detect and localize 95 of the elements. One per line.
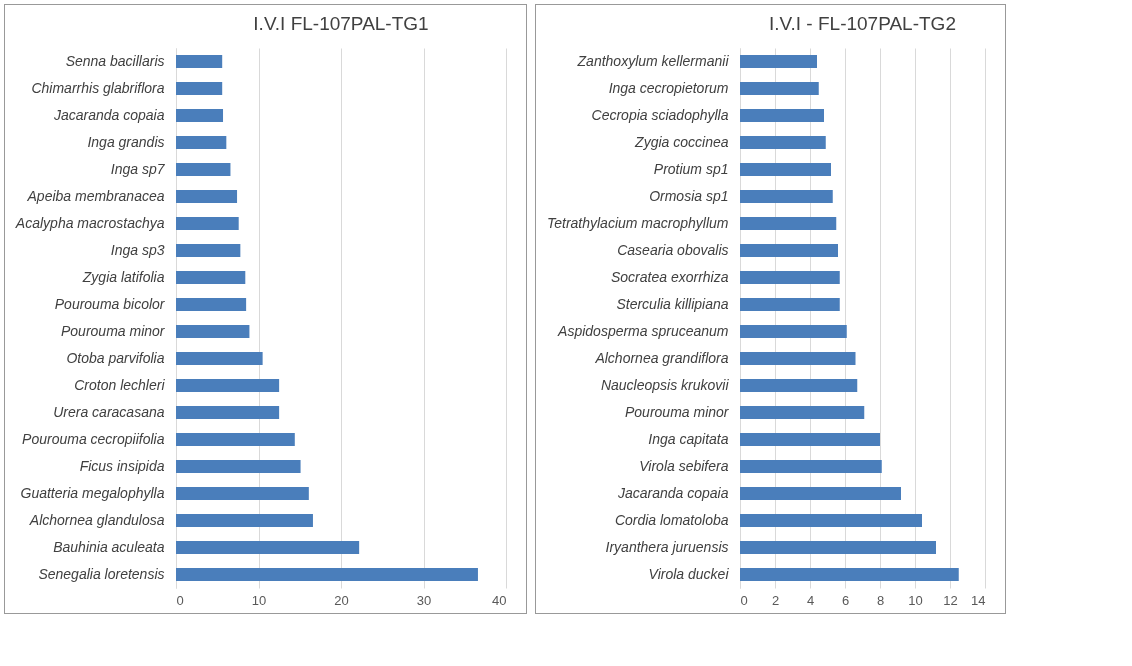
y-tick-label: Inga capitata — [648, 430, 729, 447]
x-tick-label: 40 — [492, 592, 507, 608]
bar — [740, 460, 882, 473]
y-tick-label: Inga cecropietorum — [608, 79, 729, 96]
bar — [740, 514, 922, 527]
bar — [740, 433, 880, 446]
y-tick-label: Virola duckei — [648, 565, 730, 582]
x-tick-label: 10 — [908, 592, 923, 608]
y-tick-label: Pourouma minor — [625, 403, 730, 420]
y-tick-label: Zygia coccinea — [634, 133, 729, 150]
bar — [740, 271, 840, 284]
bar — [176, 379, 280, 392]
y-tick-label: Naucleopsis krukovii — [600, 376, 730, 393]
chart-title: I.V.I - FL-107PAL-TG2 — [769, 13, 956, 34]
bar — [740, 406, 865, 419]
y-tick-label: Bauhinia aculeata — [53, 538, 165, 555]
y-tick-label: Zanthoxylum kellermanii — [576, 52, 730, 69]
y-tick-label: Aspidosperma spruceanum — [557, 322, 729, 339]
y-tick-label: Urera caracasana — [53, 403, 165, 420]
y-tick-label: Pourouma minor — [61, 322, 166, 339]
x-tick-label: 14 — [971, 592, 986, 608]
y-tick-label: Zygia latifolia — [81, 268, 165, 285]
x-tick-label: 10 — [251, 592, 267, 608]
y-tick-label: Inga sp7 — [110, 160, 166, 177]
bar — [176, 406, 280, 419]
bar — [176, 136, 227, 149]
y-tick-label: Chimarrhis glabriflora — [31, 79, 165, 96]
x-tick-label: 6 — [841, 592, 850, 608]
y-tick-label: Sterculia killipiana — [616, 295, 729, 312]
y-tick-label: Tetrathylacium macrophyllum — [546, 214, 729, 231]
y-tick-label: Inga grandis — [87, 133, 165, 150]
y-tick-label: Acalypha macrostachya — [14, 214, 165, 231]
y-tick-label: Senna bacillaris — [65, 52, 165, 69]
bar — [176, 352, 263, 365]
x-tick-label: 4 — [806, 592, 815, 608]
bar — [740, 82, 819, 95]
chart-title: I.V.I FL-107PAL-TG1 — [253, 13, 429, 34]
bar — [740, 568, 959, 581]
y-tick-label: Apeiba membranacea — [26, 187, 165, 204]
bar — [740, 352, 856, 365]
bar — [176, 298, 247, 311]
bar — [740, 298, 840, 311]
bar — [176, 541, 360, 554]
x-tick-label: 8 — [876, 592, 885, 608]
y-tick-label: Inga sp3 — [110, 241, 165, 258]
bar — [740, 541, 936, 554]
y-tick-label: Cecropia sciadophylla — [591, 106, 729, 123]
bar — [176, 271, 246, 284]
bar — [740, 244, 838, 257]
bar — [176, 487, 309, 500]
bar — [740, 55, 817, 68]
x-tick-label: 30 — [416, 592, 432, 608]
bar — [740, 163, 831, 176]
bar — [740, 217, 837, 230]
y-tick-label: Guatteria megalophylla — [20, 484, 165, 501]
bar — [176, 244, 241, 257]
y-tick-label: Socratea exorrhiza — [610, 268, 729, 285]
y-tick-label: Senegalia loretensis — [38, 565, 165, 582]
bar — [176, 568, 478, 581]
bar — [176, 190, 238, 203]
bar — [176, 55, 223, 68]
x-tick-label: 20 — [334, 592, 349, 608]
x-tick-label: 2 — [771, 592, 780, 608]
bar — [176, 109, 224, 122]
y-tick-label: Jacaranda copaia — [616, 484, 729, 501]
bar — [176, 163, 231, 176]
bar — [740, 136, 826, 149]
x-tick-label: 0 — [740, 592, 748, 608]
y-tick-label: Cordia lomatoloba — [614, 511, 729, 528]
x-tick-label: 0 — [176, 592, 184, 608]
bar — [740, 109, 824, 122]
y-tick-label: Alchornea grandiflora — [594, 349, 729, 366]
bar — [176, 217, 239, 230]
y-tick-label: Protium sp1 — [653, 160, 729, 177]
y-tick-label: Virola sebifera — [639, 457, 729, 474]
x-tick-label: 12 — [943, 592, 958, 608]
y-tick-label: Otoba parvifolia — [66, 349, 165, 366]
bar — [176, 460, 301, 473]
y-tick-label: Ficus insipida — [79, 457, 165, 474]
bar — [176, 433, 295, 446]
y-tick-label: Jacaranda copaia — [52, 106, 165, 123]
bar — [176, 82, 223, 95]
bar — [740, 325, 847, 338]
y-tick-label: Ormosia sp1 — [649, 187, 729, 204]
y-tick-label: Iryanthera juruensis — [605, 538, 729, 555]
y-tick-label: Pourouma cecropiifolia — [22, 430, 165, 447]
y-tick-label: Croton lechleri — [74, 376, 166, 393]
y-tick-label: Casearia obovalis — [617, 241, 729, 258]
bar — [740, 379, 858, 392]
y-tick-label: Pourouma bicolor — [54, 295, 166, 312]
bar — [176, 325, 250, 338]
y-tick-label: Alchornea glandulosa — [28, 511, 165, 528]
bar — [740, 487, 901, 500]
bar — [176, 514, 313, 527]
bar — [740, 190, 833, 203]
